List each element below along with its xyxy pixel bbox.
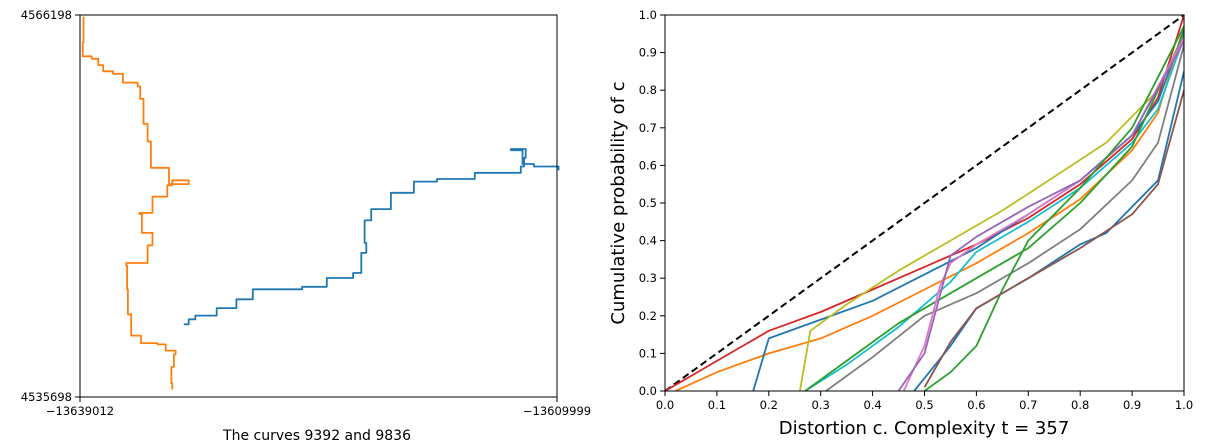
reference-diagonal-line xyxy=(664,14,1185,392)
cdf-line-6 xyxy=(804,33,1185,392)
x-tick-label: 0.1 xyxy=(708,398,726,412)
x-tick-label: 0.8 xyxy=(1071,398,1089,412)
right-chart: 0.0 0.1 0.2 0.3 0.4 0.5 0.6 0.7 0.8 0.9 1.0 0.0 0.1… xyxy=(608,8,1193,439)
curve-line-2 xyxy=(183,148,560,326)
x-tick-label: 0.9 xyxy=(1123,398,1141,412)
left-chart-caption: The curves 9392 and 9836 xyxy=(222,428,411,444)
y-tick-label: 0.6 xyxy=(639,158,657,172)
y-tick-label: 0.0 xyxy=(639,384,657,398)
left-chart: 4566198 4535698 −13639012 −13609999 The … xyxy=(21,8,591,444)
cdf-line-2 xyxy=(675,26,1185,392)
cdf-line-10 xyxy=(923,25,1185,392)
x-tick-label: 0.0 xyxy=(656,398,674,412)
x-tick-label: 0.6 xyxy=(967,398,985,412)
x-tick-label: 0.5 xyxy=(915,398,933,412)
cdf-line-1 xyxy=(664,14,1185,392)
curve-line-1 xyxy=(81,16,190,390)
y-tick-label: 0.5 xyxy=(639,196,657,210)
y-tick-label: 1.0 xyxy=(639,8,657,22)
cdf-line-4 xyxy=(799,33,1185,392)
right-x-axis-label: Distortion c. Complexity t = 357 xyxy=(779,418,1070,439)
left-x-tick-label-right: −13609999 xyxy=(523,404,591,418)
y-tick-label: 0.3 xyxy=(639,271,657,285)
left-plot-area xyxy=(81,16,560,390)
cdf-line-5 xyxy=(804,37,1185,392)
x-tick-label: 0.7 xyxy=(1019,398,1037,412)
cdf-line-8 xyxy=(902,37,1185,392)
left-y-tick-label-top: 4566198 xyxy=(21,8,72,22)
x-tick-label: 0.3 xyxy=(812,398,830,412)
right-plot-area xyxy=(664,14,1185,392)
y-tick-label: 0.7 xyxy=(639,121,657,135)
cdf-line-3 xyxy=(752,29,1185,392)
y-tick-label: 0.4 xyxy=(639,234,657,248)
cdf-line-9 xyxy=(897,40,1185,392)
x-tick-label: 1.0 xyxy=(1175,398,1193,412)
y-tick-label: 0.1 xyxy=(639,346,657,360)
x-tick-label: 0.4 xyxy=(863,398,881,412)
y-tick-label: 0.9 xyxy=(639,46,657,60)
right-y-axis-label: Cumulative probability of c xyxy=(608,81,629,324)
y-tick-label: 0.8 xyxy=(639,83,657,97)
x-tick-label: 0.2 xyxy=(760,398,778,412)
cdf-line-12 xyxy=(923,89,1185,388)
right-y-ticks: 0.0 0.1 0.2 0.3 0.4 0.5 0.6 0.7 0.8 0.9 1.0 xyxy=(639,8,665,398)
cdf-line-11 xyxy=(913,71,1185,392)
left-axes-frame xyxy=(79,14,558,398)
y-tick-label: 0.2 xyxy=(639,309,657,323)
right-x-ticks: 0.0 0.1 0.2 0.3 0.4 0.5 0.6 0.7 0.8 0.9 1.0 xyxy=(656,391,1193,412)
left-y-tick-label-bottom: 4535698 xyxy=(21,390,72,404)
cdf-line-7 xyxy=(825,44,1185,392)
left-x-tick-label-left: −13639012 xyxy=(46,404,114,418)
